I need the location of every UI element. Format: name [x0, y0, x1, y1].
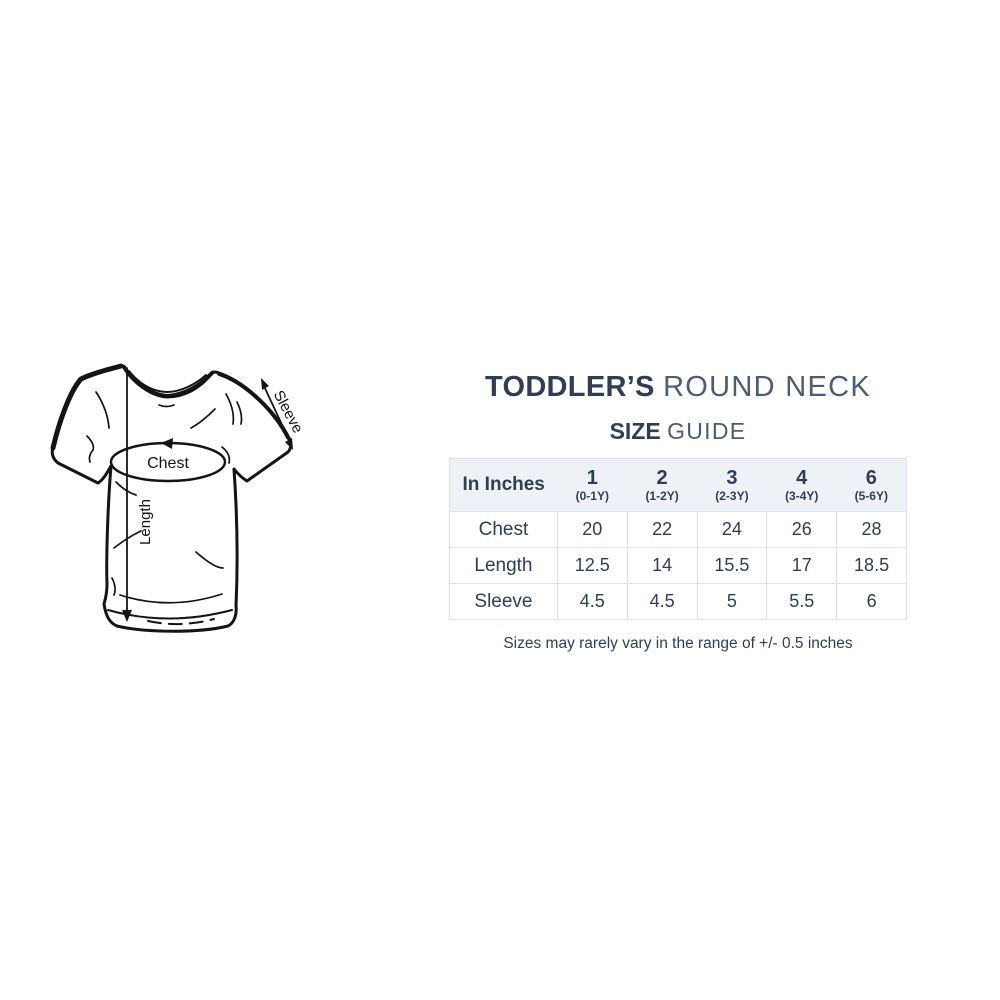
measurement-row-label: Chest: [449, 511, 558, 549]
size-table-head: In Inches 1 (0-1Y) 2 (1-2Y) 3 (2-3Y) 4 (3-4Y) 6(…: [449, 458, 907, 513]
size-guide-panel: TODDLER’S ROUND NECK SIZE GUIDE In Inche…: [449, 371, 907, 653]
chest-label: Chest: [147, 455, 189, 472]
measurement-value-cell: 15.5: [696, 547, 768, 585]
page-subtitle: SIZE GUIDE: [449, 417, 907, 444]
tshirt-wrinkles: [86, 391, 243, 604]
tshirt-hem-dashes: [147, 618, 215, 626]
size-table-body: Chest 20 22 24 26 28 Length 12.5 14 15.5 17 18.5 Sle…: [449, 511, 907, 621]
size-age-range: (0-1Y): [575, 488, 609, 503]
measurement-value-cell: 12.5: [556, 547, 628, 585]
length-arrowhead: [122, 610, 132, 622]
measurement-value-cell: 18.5: [836, 547, 907, 585]
title-bold: TODDLER’S: [484, 371, 655, 403]
subtitle-light: GUIDE: [667, 417, 747, 444]
measurement-row-label: Sleeve: [449, 583, 558, 621]
unit-header-cell: In Inches: [449, 458, 558, 513]
measurement-value-cell: 22: [626, 511, 698, 549]
size-age-range: (2-3Y): [715, 488, 749, 503]
sleeve-measure-line: [262, 383, 292, 445]
measurement-value-cell: 28: [836, 511, 907, 549]
size-column-header: 3 (2-3Y): [697, 458, 767, 513]
size-age-range: (1-2Y): [645, 488, 679, 503]
size-table-row: Length 12.5 14 15.5 17 18.5: [449, 547, 907, 585]
size-table-row: Chest 20 22 24 26 28: [449, 511, 907, 549]
size-variance-note: Sizes may rarely vary in the range of +/…: [503, 635, 853, 653]
measurement-value-cell: 5: [696, 583, 768, 621]
size-column-header: 6 (5-6Y): [836, 458, 907, 513]
size-column-header: 4 (3-4Y): [766, 458, 837, 513]
measurement-value-cell: 17: [766, 547, 838, 585]
title-light: ROUND NECK: [663, 371, 872, 403]
tshirt-collar-inner: [128, 370, 207, 393]
size-number: 2: [656, 466, 668, 489]
measurement-value-cell: 20: [556, 511, 628, 549]
measurement-value-cell: 14: [626, 547, 698, 585]
size-number: 3: [726, 466, 738, 489]
size-number: 4: [796, 466, 808, 489]
length-label: Length: [137, 499, 154, 545]
sleeve-arrowhead-bottom: [285, 438, 293, 450]
measurement-value-cell: 24: [696, 511, 768, 549]
chest-arrowhead: [161, 438, 173, 449]
measurement-value-cell: 26: [766, 511, 838, 549]
measurement-value-cell: 4.5: [626, 583, 698, 621]
tshirt-hem-inner: [107, 609, 233, 620]
measurement-row-label: Length: [449, 547, 558, 585]
size-table-header-row: In Inches 1 (0-1Y) 2 (1-2Y) 3 (2-3Y) 4 (3-4Y) 6(…: [449, 458, 907, 513]
page-title: TODDLER’S ROUND NECK: [449, 371, 907, 404]
measurement-value-cell: 5.5: [766, 583, 838, 621]
size-column-header: 2 (1-2Y): [627, 458, 698, 513]
subtitle-bold: SIZE: [609, 417, 661, 444]
measurement-value-cell: 4.5: [556, 583, 628, 621]
size-age-range: (3-4Y): [785, 488, 819, 503]
size-table-row: Sleeve 4.5 4.5 5 5.5 6: [449, 583, 907, 621]
size-table: In Inches 1 (0-1Y) 2 (1-2Y) 3 (2-3Y) 4 (3-4Y) 6(…: [449, 458, 907, 621]
size-column-header: 1 (0-1Y): [557, 458, 628, 513]
tshirt-measurement-diagram: Chest Length Sleeve: [50, 363, 306, 633]
size-number: 1: [586, 466, 598, 489]
tshirt-left-edge-bold: [50, 363, 124, 451]
sleeve-arrowhead-top: [261, 378, 269, 390]
size-age-range: (5-6Y): [854, 488, 888, 503]
tshirt-collar-bold: [122, 365, 214, 398]
size-number: 6: [865, 466, 877, 489]
measurement-value-cell: 6: [836, 583, 907, 621]
